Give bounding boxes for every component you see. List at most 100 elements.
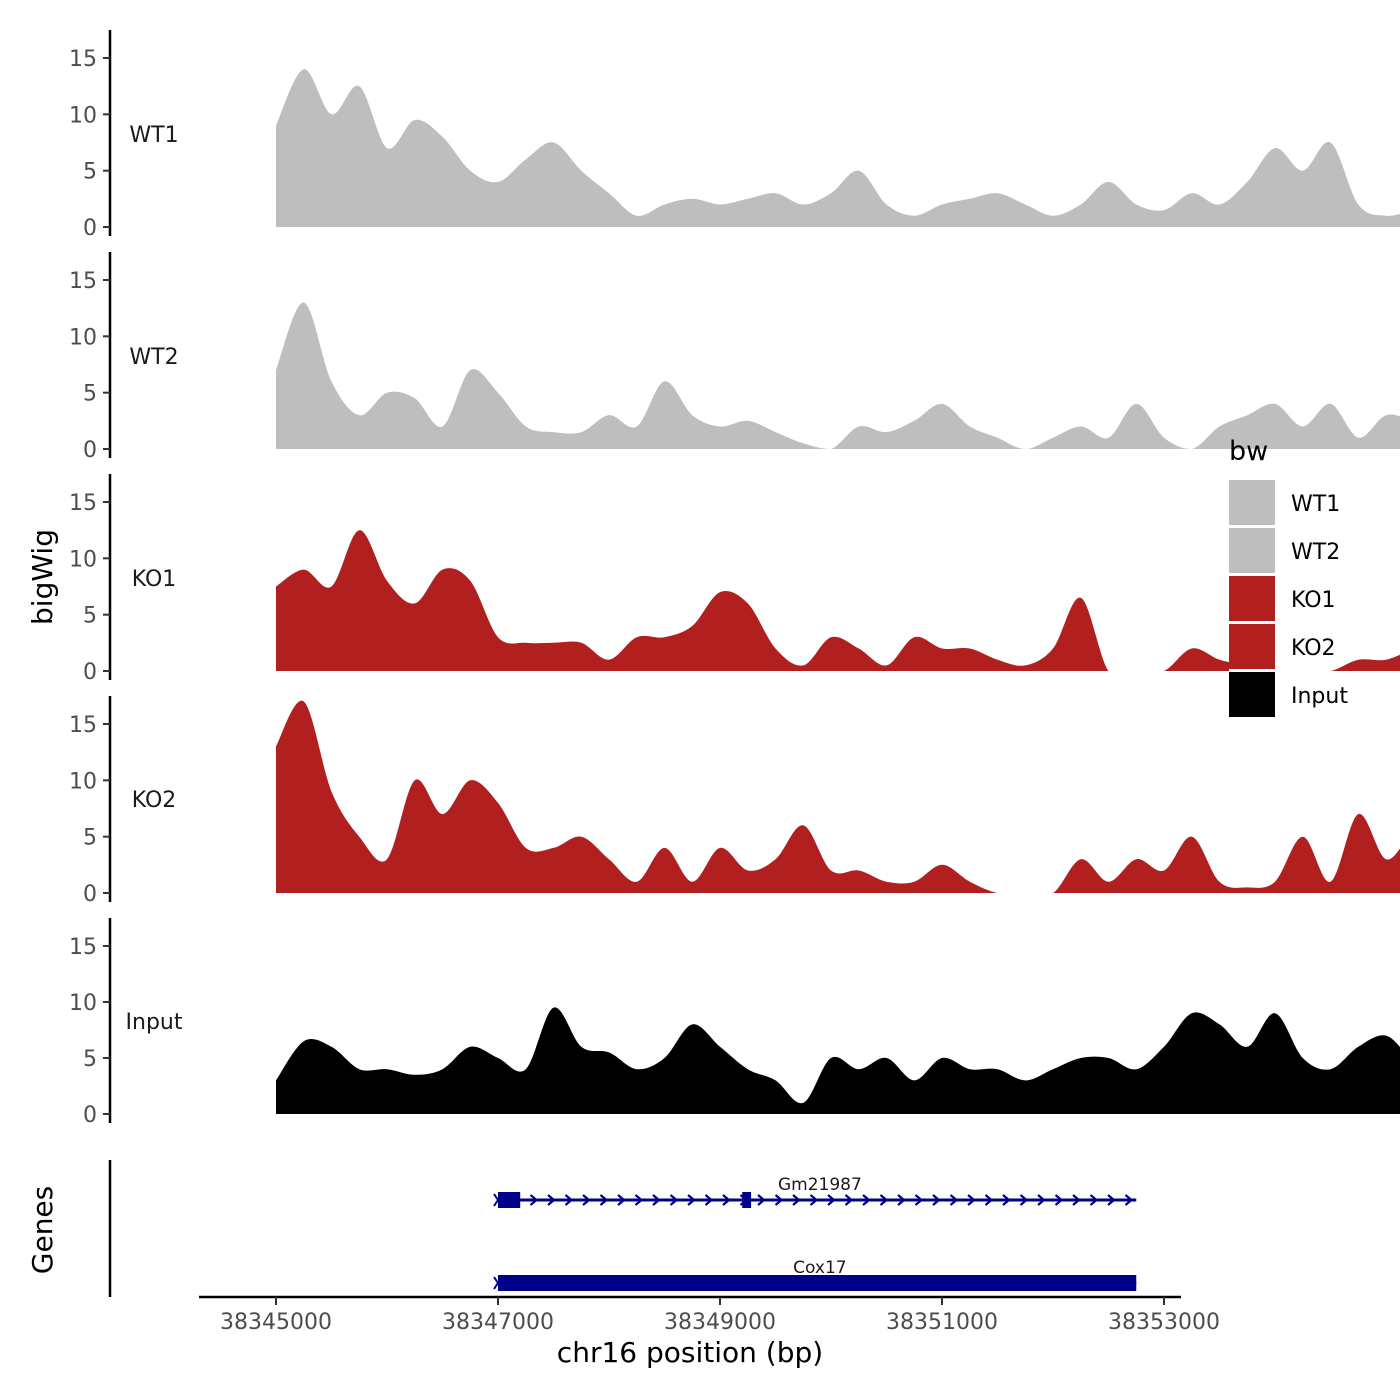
track-label: Input bbox=[126, 1010, 183, 1035]
legend-label: WT2 bbox=[1291, 540, 1340, 565]
y-tick-label: 5 bbox=[83, 160, 97, 185]
y-tick-label: 0 bbox=[83, 1103, 97, 1128]
strand-arrow bbox=[704, 1194, 714, 1206]
strand-arrow bbox=[914, 1194, 924, 1206]
gene-name-label: Cox17 bbox=[793, 1258, 846, 1278]
strand-arrow bbox=[792, 1194, 801, 1206]
track-ko1: 0 5 10 15 KO1 bbox=[69, 474, 1400, 685]
y-tick-label: 15 bbox=[69, 47, 97, 72]
track-label: WT2 bbox=[129, 345, 178, 370]
exon-box bbox=[498, 1275, 1137, 1291]
strand-arrow bbox=[722, 1194, 731, 1206]
track-label: KO1 bbox=[132, 567, 177, 592]
legend-label: WT1 bbox=[1291, 492, 1340, 517]
y-tick-label: 15 bbox=[69, 491, 97, 516]
y-tick-label: 10 bbox=[69, 769, 97, 794]
coverage-area-wt1 bbox=[276, 69, 1400, 227]
strand-arrow bbox=[564, 1194, 574, 1206]
x-tick-label: 38349000 bbox=[664, 1310, 776, 1335]
x-axis-title: chr16 position (bp) bbox=[557, 1336, 823, 1369]
track-ko2: 0 5 10 15 KO2 bbox=[69, 696, 1400, 907]
strand-arrow bbox=[1002, 1194, 1011, 1206]
legend-item-input: Input bbox=[1229, 672, 1348, 719]
strand-arrow bbox=[879, 1194, 889, 1206]
strand-arrow bbox=[862, 1194, 871, 1206]
strand-arrow bbox=[687, 1194, 696, 1206]
y-tick-label: 0 bbox=[83, 882, 97, 907]
y-tick-label: 10 bbox=[69, 547, 97, 572]
x-tick-label: 38345000 bbox=[220, 1310, 332, 1335]
track-label: WT1 bbox=[129, 123, 178, 148]
strand-arrow bbox=[634, 1194, 644, 1206]
legend-swatch bbox=[1229, 576, 1275, 622]
strand-arrow bbox=[529, 1194, 539, 1206]
coverage-area-ko2 bbox=[276, 700, 1400, 893]
legend-swatch bbox=[1229, 672, 1275, 718]
y-tick-label: 15 bbox=[69, 269, 97, 294]
strand-arrow bbox=[774, 1194, 784, 1206]
gene-name-label: Gm21987 bbox=[778, 1175, 862, 1195]
strand-arrow bbox=[984, 1194, 994, 1206]
legend-label: Input bbox=[1291, 684, 1348, 709]
strand-arrow bbox=[967, 1194, 976, 1206]
coverage-area-wt2 bbox=[276, 302, 1400, 449]
y-tick-label: 10 bbox=[69, 103, 97, 128]
legend-swatch bbox=[1229, 480, 1275, 526]
strand-arrow bbox=[932, 1194, 941, 1206]
y-tick-label: 0 bbox=[83, 438, 97, 463]
gene-gm21987: Gm21987 bbox=[493, 1175, 1137, 1208]
strand-arrow bbox=[844, 1194, 854, 1206]
coverage-tracks: 0 5 10 15 WT1 0 5 10 15 WT2 0 5 10 15 KO1 0 5 10 15 KO2 0 5 10… bbox=[69, 30, 1400, 1128]
y-tick-label: 10 bbox=[69, 325, 97, 350]
strand-arrow bbox=[1124, 1194, 1134, 1206]
y-tick-label: 0 bbox=[83, 216, 97, 241]
strand-arrow bbox=[617, 1194, 626, 1206]
y-tick-label: 15 bbox=[69, 935, 97, 960]
strand-arrow bbox=[1089, 1194, 1099, 1206]
track-input: 0 5 10 15 Input bbox=[69, 918, 1400, 1128]
gene-cox17: Cox17 bbox=[493, 1258, 1137, 1291]
legend-title: bw bbox=[1229, 436, 1268, 467]
legend-swatch bbox=[1229, 624, 1275, 670]
y-tick-label: 5 bbox=[83, 382, 97, 407]
strand-arrow bbox=[897, 1194, 906, 1206]
exon-box bbox=[742, 1192, 752, 1208]
track-wt1: 0 5 10 15 WT1 bbox=[69, 30, 1400, 241]
coverage-area-input bbox=[276, 1007, 1400, 1114]
y-axis-title: bigWig bbox=[26, 529, 59, 625]
exon-box bbox=[498, 1192, 521, 1208]
legend-item-ko1: KO1 bbox=[1229, 576, 1336, 623]
y-tick-label: 5 bbox=[83, 1047, 97, 1072]
strand-arrow bbox=[652, 1194, 661, 1206]
strand-arrow bbox=[669, 1194, 679, 1206]
strand-arrow bbox=[827, 1194, 836, 1206]
y-tick-label: 5 bbox=[83, 604, 97, 629]
legend-label: KO2 bbox=[1291, 636, 1336, 661]
strand-arrow bbox=[949, 1194, 959, 1206]
y-tick-label: 10 bbox=[69, 991, 97, 1016]
track-wt2: 0 5 10 15 WT2 bbox=[69, 252, 1400, 463]
strand-arrow bbox=[1107, 1194, 1116, 1206]
legend-swatch bbox=[1229, 528, 1275, 574]
y-tick-label: 0 bbox=[83, 660, 97, 685]
strand-arrow bbox=[582, 1194, 591, 1206]
x-tick-label: 38347000 bbox=[442, 1310, 554, 1335]
strand-arrow bbox=[599, 1194, 609, 1206]
coverage-area-ko1 bbox=[276, 530, 1400, 671]
x-axis: 38345000 38347000 38349000 38351000 38353000 bbox=[199, 1295, 1220, 1335]
gene-track: Gm21987 Cox17 bbox=[108, 1160, 1137, 1297]
strand-arrow bbox=[809, 1194, 819, 1206]
legend: bw WT1 WT2 KO1 KO2 Input bbox=[1229, 436, 1348, 719]
y-tick-label: 5 bbox=[83, 826, 97, 851]
strand-arrow bbox=[547, 1194, 556, 1206]
legend-label: KO1 bbox=[1291, 588, 1336, 613]
legend-item-ko2: KO2 bbox=[1229, 624, 1336, 671]
legend-item-wt1: WT1 bbox=[1229, 480, 1340, 527]
strand-arrow bbox=[1037, 1194, 1046, 1206]
y-tick-label: 15 bbox=[69, 713, 97, 738]
gene-axis-title: Genes bbox=[26, 1186, 59, 1274]
x-tick-label: 38353000 bbox=[1108, 1310, 1220, 1335]
strand-arrow bbox=[1054, 1194, 1064, 1206]
x-tick-label: 38351000 bbox=[886, 1310, 998, 1335]
